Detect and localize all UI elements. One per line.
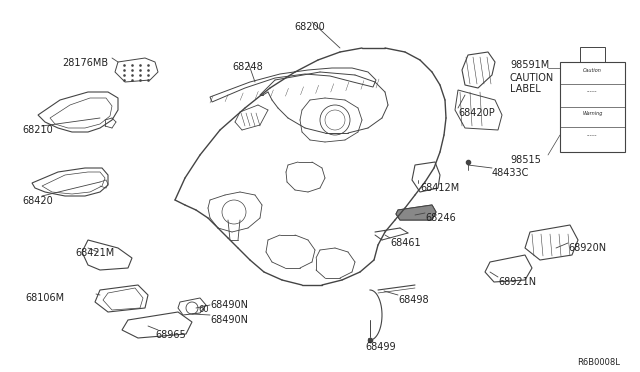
Text: 68248: 68248 <box>232 62 264 72</box>
Text: R6B0008L: R6B0008L <box>577 358 620 367</box>
Text: 60: 60 <box>198 305 209 314</box>
Text: 68921N: 68921N <box>498 277 536 287</box>
Text: 48433C: 48433C <box>492 168 529 178</box>
Text: Warning: Warning <box>582 112 603 116</box>
Text: CAUTION: CAUTION <box>510 73 554 83</box>
Text: 68421M: 68421M <box>75 248 115 258</box>
Text: 68499: 68499 <box>365 342 396 352</box>
Bar <box>580 47 605 62</box>
Text: ------: ------ <box>588 134 598 138</box>
Text: 68200: 68200 <box>294 22 325 32</box>
Text: 68920N: 68920N <box>568 243 606 253</box>
Text: 68461: 68461 <box>390 238 420 248</box>
Text: 68490N: 68490N <box>210 300 248 310</box>
Text: 68420: 68420 <box>22 196 52 206</box>
Text: 68965: 68965 <box>155 330 186 340</box>
Text: 68210: 68210 <box>22 125 52 135</box>
Text: 28176MB: 28176MB <box>62 58 108 68</box>
Bar <box>560 62 625 152</box>
Text: LABEL: LABEL <box>510 84 541 94</box>
Text: 68106M: 68106M <box>26 293 65 303</box>
Polygon shape <box>396 205 436 220</box>
Text: 68490N: 68490N <box>210 315 248 325</box>
Text: 68412M: 68412M <box>420 183 460 193</box>
Text: 68420P: 68420P <box>458 108 495 118</box>
Text: Caution: Caution <box>583 67 602 73</box>
Text: 98591M: 98591M <box>510 60 549 70</box>
Text: 68498: 68498 <box>398 295 429 305</box>
Text: 98515: 98515 <box>510 155 541 165</box>
Text: ------: ------ <box>588 90 598 94</box>
Text: 68246: 68246 <box>425 213 456 223</box>
